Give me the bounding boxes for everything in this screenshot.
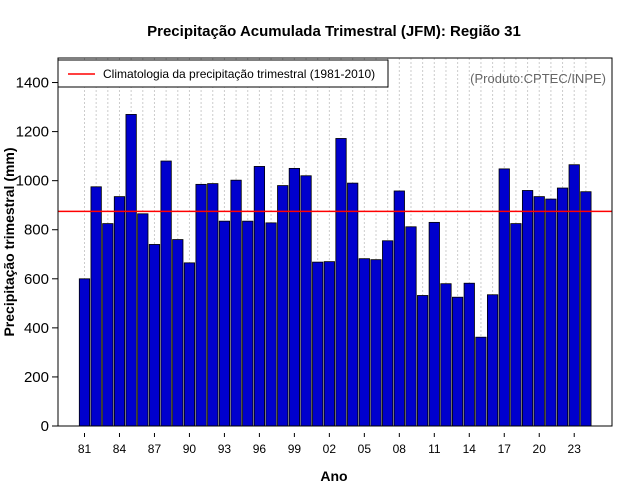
bar-2011: [428, 221, 440, 427]
bar-2006: [370, 259, 382, 427]
y-tick-label: 800: [24, 222, 49, 239]
bar-1994: [230, 179, 242, 427]
y-tick-label: 400: [24, 320, 49, 337]
bar-2021: [545, 198, 557, 427]
y-axis: 0 200 400 600 800 1000 1200 1400: [16, 75, 58, 435]
bar-2023: [568, 164, 580, 427]
bar-1986: [137, 213, 149, 427]
x-axis: 81 84 87 90 93 96 99 02 05 08 11 14 17 20 23: [78, 433, 581, 456]
bar-1993: [218, 220, 231, 427]
x-tick-label: 17: [498, 442, 512, 456]
bar-2000: [300, 175, 312, 427]
plot-border: [57, 57, 613, 427]
y-tick-label: 600: [24, 271, 49, 288]
x-tick-label: 90: [183, 442, 197, 456]
x-tick-label: 99: [288, 442, 302, 456]
bar-2002: [323, 261, 335, 427]
bar-2007: [382, 240, 394, 427]
bar-1987: [148, 244, 161, 427]
x-tick-label: 14: [463, 442, 477, 456]
bar-2004: [347, 182, 359, 427]
bar-1996: [253, 166, 265, 427]
bar-1995: [242, 220, 254, 427]
chart-title: Precipitação Acumulada Trimestral (JFM):…: [147, 23, 521, 40]
bar-1985: [125, 114, 137, 427]
bar-1992: [207, 183, 219, 427]
x-tick-label: 93: [218, 442, 232, 456]
bar-1997: [265, 222, 277, 427]
bar-1989: [172, 239, 184, 427]
x-tick-label: 81: [78, 442, 92, 456]
bar-2016: [486, 294, 499, 427]
x-tick-label: 02: [323, 442, 337, 456]
bar-2014: [463, 282, 475, 427]
bar-1984: [113, 196, 126, 427]
bar-2009: [405, 226, 417, 427]
bar-1988: [160, 160, 172, 427]
x-tick-label: 05: [358, 442, 372, 456]
bar-2012: [440, 283, 452, 427]
bar-2003: [335, 138, 347, 427]
bar-2005: [358, 258, 370, 427]
bar-1990: [183, 262, 196, 427]
bar-1981: [78, 278, 91, 427]
y-tick-label: 0: [41, 418, 49, 435]
bar-2022: [556, 187, 569, 427]
bar-1999: [288, 167, 300, 427]
x-axis-label: Ano: [320, 468, 347, 484]
bar-2015: [475, 336, 487, 427]
bar-2008: [393, 190, 405, 427]
bar-2001: [312, 261, 324, 427]
bar-2019: [521, 190, 534, 427]
y-tick-label: 1200: [16, 124, 49, 141]
y-axis-label: Precipitação trimestral (mm): [1, 147, 17, 336]
bar-1983: [102, 223, 114, 427]
x-tick-label: 11: [428, 442, 441, 456]
bar-2024: [580, 191, 592, 427]
bar-2010: [417, 295, 429, 427]
x-tick-label: 20: [533, 442, 547, 456]
x-tick-label: 87: [148, 442, 162, 456]
y-tick-label: 1400: [16, 75, 49, 92]
legend: Climatologia da precipitação trimestral …: [57, 59, 389, 88]
x-tick-label: 08: [393, 442, 407, 456]
bar-2020: [533, 196, 545, 427]
y-tick-label: 200: [24, 369, 49, 386]
x-tick-label: 84: [113, 442, 127, 456]
bar-1982: [90, 186, 102, 427]
legend-label: Climatologia da precipitação trimestral …: [103, 67, 375, 81]
bar-2013: [452, 296, 464, 427]
legend-box: [57, 59, 389, 88]
bar-series: [78, 114, 592, 427]
x-tick-label: 23: [568, 442, 582, 456]
bar-2017: [498, 168, 510, 427]
y-tick-label: 1000: [16, 173, 49, 190]
credit-text: (Produto:CPTEC/INPE): [470, 71, 606, 86]
bar-2018: [510, 223, 522, 427]
bar-1998: [277, 185, 289, 427]
bar-1991: [195, 183, 207, 427]
x-tick-label: 96: [253, 442, 267, 456]
